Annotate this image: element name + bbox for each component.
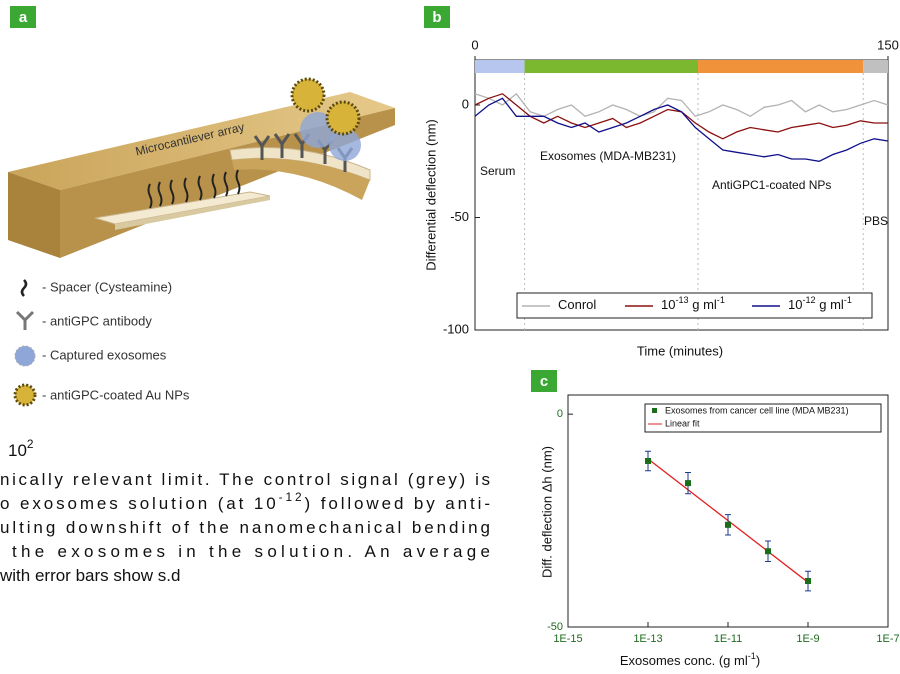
legend-text-part: g ml	[816, 297, 844, 312]
legend-text: 10-13 g ml-1	[661, 295, 725, 312]
phase-bar	[863, 60, 888, 73]
phase-bar	[524, 60, 699, 73]
panel-label-box	[10, 6, 36, 28]
data-point	[725, 521, 731, 528]
legend-text: 10-12 g ml-1	[788, 295, 852, 312]
legend-text-part: Conrol	[558, 297, 596, 312]
panel-label-box	[531, 370, 557, 392]
x-tick-label: 1E-13	[633, 633, 662, 645]
nanoparticle-icon	[13, 383, 37, 407]
legend-text: Conrol	[558, 297, 596, 312]
body-text-line: with error bars show s.d	[0, 566, 180, 585]
body-text-line-part: ) followed by anti-	[305, 494, 490, 513]
panel-label-box	[424, 6, 450, 28]
exosome-icon	[14, 345, 36, 367]
series-line	[474, 97, 889, 162]
body-text-line-part: with error bars show s.d	[0, 566, 180, 585]
x-axis-label: Exosomes conc. (g ml-1)	[620, 651, 760, 668]
legend-text-part: -12	[802, 295, 815, 305]
x-axis-label-part: -1	[748, 651, 756, 661]
body-text-line: nically relevant limit. The control sign…	[0, 470, 490, 489]
antibody-icon	[15, 310, 35, 330]
x-axis-label-part: )	[756, 653, 760, 668]
series-line	[474, 92, 889, 118]
phase-bar	[475, 60, 525, 73]
phase-label: Serum	[480, 164, 515, 178]
body-text-line-part: o exosomes solution (at 10	[0, 494, 276, 513]
cantilever-illustration: Microcantilever array	[8, 77, 395, 258]
legend-text-part: 10	[661, 297, 675, 312]
spacer-icon	[20, 279, 28, 297]
x-tick-label: 1E-9	[796, 633, 819, 645]
y-tick-label: 0	[462, 96, 469, 111]
body-text-line-part: 2	[27, 437, 34, 451]
x-tick-label: 1E-15	[553, 633, 582, 645]
data-point	[765, 548, 771, 555]
body-text-line: ulting downshift of the nanomechanical b…	[0, 518, 490, 537]
legend-box	[516, 292, 873, 319]
body-text-line-part: -12	[279, 490, 302, 504]
legend-text: Exosomes from cancer cell line (MDA MB23…	[665, 405, 849, 415]
phase-label: AntiGPC1-coated NPs	[712, 178, 831, 192]
body-text-line-part: the exosomes in the solution. An average	[12, 542, 490, 561]
body-text-line: o exosomes solution (at 10 -12) followed …	[0, 490, 490, 513]
phase-label: Exosomes (MDA-MB231)	[540, 149, 676, 163]
y-tick-label: -50	[547, 621, 563, 633]
legend-text-part: -1	[717, 295, 725, 305]
x-tick-label: 1E-7	[876, 633, 899, 645]
y-axis-label: Diff. deflection Δh (nm)	[539, 446, 554, 578]
legend-swatch	[652, 408, 657, 413]
y-tick-label: 0	[557, 408, 563, 420]
panel-label: a	[19, 9, 28, 26]
legend-text-part: g ml	[689, 297, 717, 312]
y-tick-label: -50	[450, 209, 469, 224]
body-text-line-part: ulting downshift of the nanomechanical b…	[0, 518, 490, 537]
legend-text: - Spacer (Cysteamine)	[42, 279, 172, 294]
legend-text: - antiGPC antibody	[42, 313, 152, 328]
body-text-line-part: nically relevant limit. The control sign…	[0, 470, 490, 489]
x-tick-label: 0	[471, 37, 478, 52]
x-tick-label: 1E-11	[714, 633, 743, 645]
data-point	[685, 480, 691, 487]
y-axis-label: Differential deflection (nm)	[423, 119, 438, 271]
data-point	[805, 578, 811, 585]
panel-label: b	[432, 9, 441, 26]
legend-text: - antiGPC-coated Au NPs	[42, 387, 190, 402]
x-axis-label: Time (minutes)	[637, 343, 723, 358]
legend-text-part: 10	[788, 297, 802, 312]
legend-text-part: -1	[844, 295, 852, 305]
body-text-line: 102	[8, 437, 34, 460]
y-tick-label: -100	[443, 321, 469, 336]
legend-text-part: -13	[675, 295, 688, 305]
body-text-line: the exosomes in the solution. An average	[12, 542, 490, 561]
x-tick-label: 150	[877, 37, 899, 52]
x-axis-label-part: Exosomes conc. (g ml	[620, 653, 748, 668]
legend-text: Linear fit	[665, 418, 700, 428]
body-text-line-part: 10	[8, 441, 27, 460]
legend-box	[644, 403, 882, 433]
phase-bar	[698, 60, 864, 73]
phase-label: PBS	[864, 214, 888, 228]
data-point	[645, 457, 651, 464]
legend-text: - Captured exosomes	[42, 347, 167, 362]
panel-label: c	[540, 373, 548, 390]
